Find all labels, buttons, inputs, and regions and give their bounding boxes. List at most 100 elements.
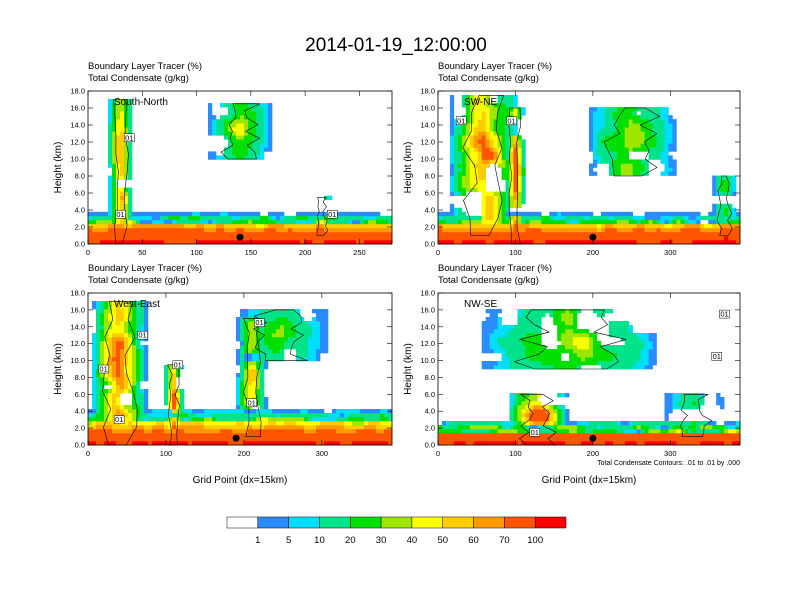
field-cell — [632, 365, 637, 370]
field-cell — [268, 429, 273, 434]
field-cell — [332, 417, 337, 422]
field-cell — [573, 313, 578, 318]
field-cell — [152, 227, 157, 233]
field-cell — [509, 155, 514, 160]
field-cell — [312, 211, 317, 217]
field-cell — [648, 337, 653, 342]
field-cell — [164, 413, 169, 418]
field-cell — [316, 341, 321, 346]
field-cell — [561, 417, 566, 422]
field-cell — [664, 211, 669, 217]
field-cell — [112, 345, 117, 350]
field-cell — [308, 211, 313, 217]
field-cell — [356, 235, 361, 241]
field-cell — [513, 107, 518, 112]
field-cell — [477, 235, 483, 241]
field-cell — [108, 345, 113, 350]
field-cell — [513, 123, 518, 128]
field-cell — [465, 239, 471, 245]
field-cell — [664, 437, 669, 442]
field-cell — [493, 135, 498, 140]
field-cell — [228, 231, 233, 237]
field-cell — [557, 357, 562, 362]
y-tick-label: 4.0 — [425, 206, 435, 215]
field-cell — [465, 235, 471, 241]
field-cell — [708, 223, 713, 229]
field-cell — [108, 369, 113, 374]
field-cell — [276, 239, 281, 245]
condensate-contour — [508, 107, 522, 245]
field-cell — [557, 353, 562, 358]
field-cell — [252, 111, 257, 116]
field-cell — [664, 155, 669, 160]
field-cell — [632, 425, 637, 430]
field-cell — [212, 115, 217, 120]
field-cell — [557, 317, 562, 322]
field-cell — [312, 317, 317, 322]
field-cell — [356, 413, 361, 418]
field-cell — [608, 345, 614, 350]
field-cell — [668, 159, 673, 164]
field-cell — [100, 223, 105, 229]
field-cell — [328, 437, 333, 442]
field-cell — [140, 405, 145, 410]
field-cell — [521, 143, 526, 148]
contour-label-box — [327, 210, 338, 219]
field-cell — [656, 147, 661, 152]
field-cell — [232, 131, 237, 136]
location-marker — [232, 434, 240, 442]
field-cell — [228, 219, 233, 225]
field-cell — [513, 195, 518, 201]
field-cell — [493, 127, 498, 132]
field-cell — [260, 223, 265, 229]
field-cell — [120, 413, 125, 418]
field-cell — [280, 441, 285, 446]
field-cell — [292, 227, 297, 233]
field-cell — [509, 203, 514, 209]
field-cell — [565, 235, 570, 241]
field-cell — [549, 413, 554, 418]
field-cell — [449, 203, 455, 209]
field-cell — [232, 107, 237, 112]
field-cell — [216, 131, 221, 136]
field-cell — [684, 239, 689, 245]
field-cell — [513, 235, 518, 241]
field-cell — [604, 115, 610, 120]
field-cell — [244, 377, 249, 382]
field-cell — [120, 139, 125, 144]
field-cell — [513, 155, 518, 160]
field-cell — [316, 219, 321, 225]
field-cell — [545, 235, 550, 241]
field-cell — [648, 123, 653, 128]
field-cell — [352, 219, 357, 225]
field-cell — [732, 219, 737, 225]
panel-title-condensate: Total Condensate (g/kg) — [438, 73, 539, 84]
field-cell — [461, 159, 467, 164]
field-cell — [501, 147, 506, 152]
field-cell — [348, 409, 353, 414]
field-cell — [320, 349, 325, 354]
field-cell — [708, 235, 713, 241]
field-cell — [112, 337, 117, 342]
field-cell — [501, 227, 506, 233]
field-cell — [320, 341, 325, 346]
panel-title-tracer: Boundary Layer Tracer (%) — [88, 263, 202, 274]
field-cell — [489, 429, 494, 434]
field-cell — [489, 215, 494, 221]
field-cell — [272, 215, 277, 221]
field-cell — [244, 155, 249, 160]
field-cell — [465, 441, 471, 446]
contour-label-box — [455, 116, 467, 125]
field-cell — [360, 223, 365, 229]
field-cell — [252, 151, 257, 156]
field-cell — [592, 353, 598, 358]
field-cell — [676, 223, 681, 229]
field-cell — [720, 203, 725, 209]
field-cell — [541, 405, 546, 410]
field-cell — [124, 219, 129, 225]
field-cell — [517, 429, 522, 434]
field-cell — [505, 187, 510, 192]
field-cell — [581, 215, 586, 221]
field-cell — [364, 409, 369, 414]
field-cell — [308, 329, 313, 334]
